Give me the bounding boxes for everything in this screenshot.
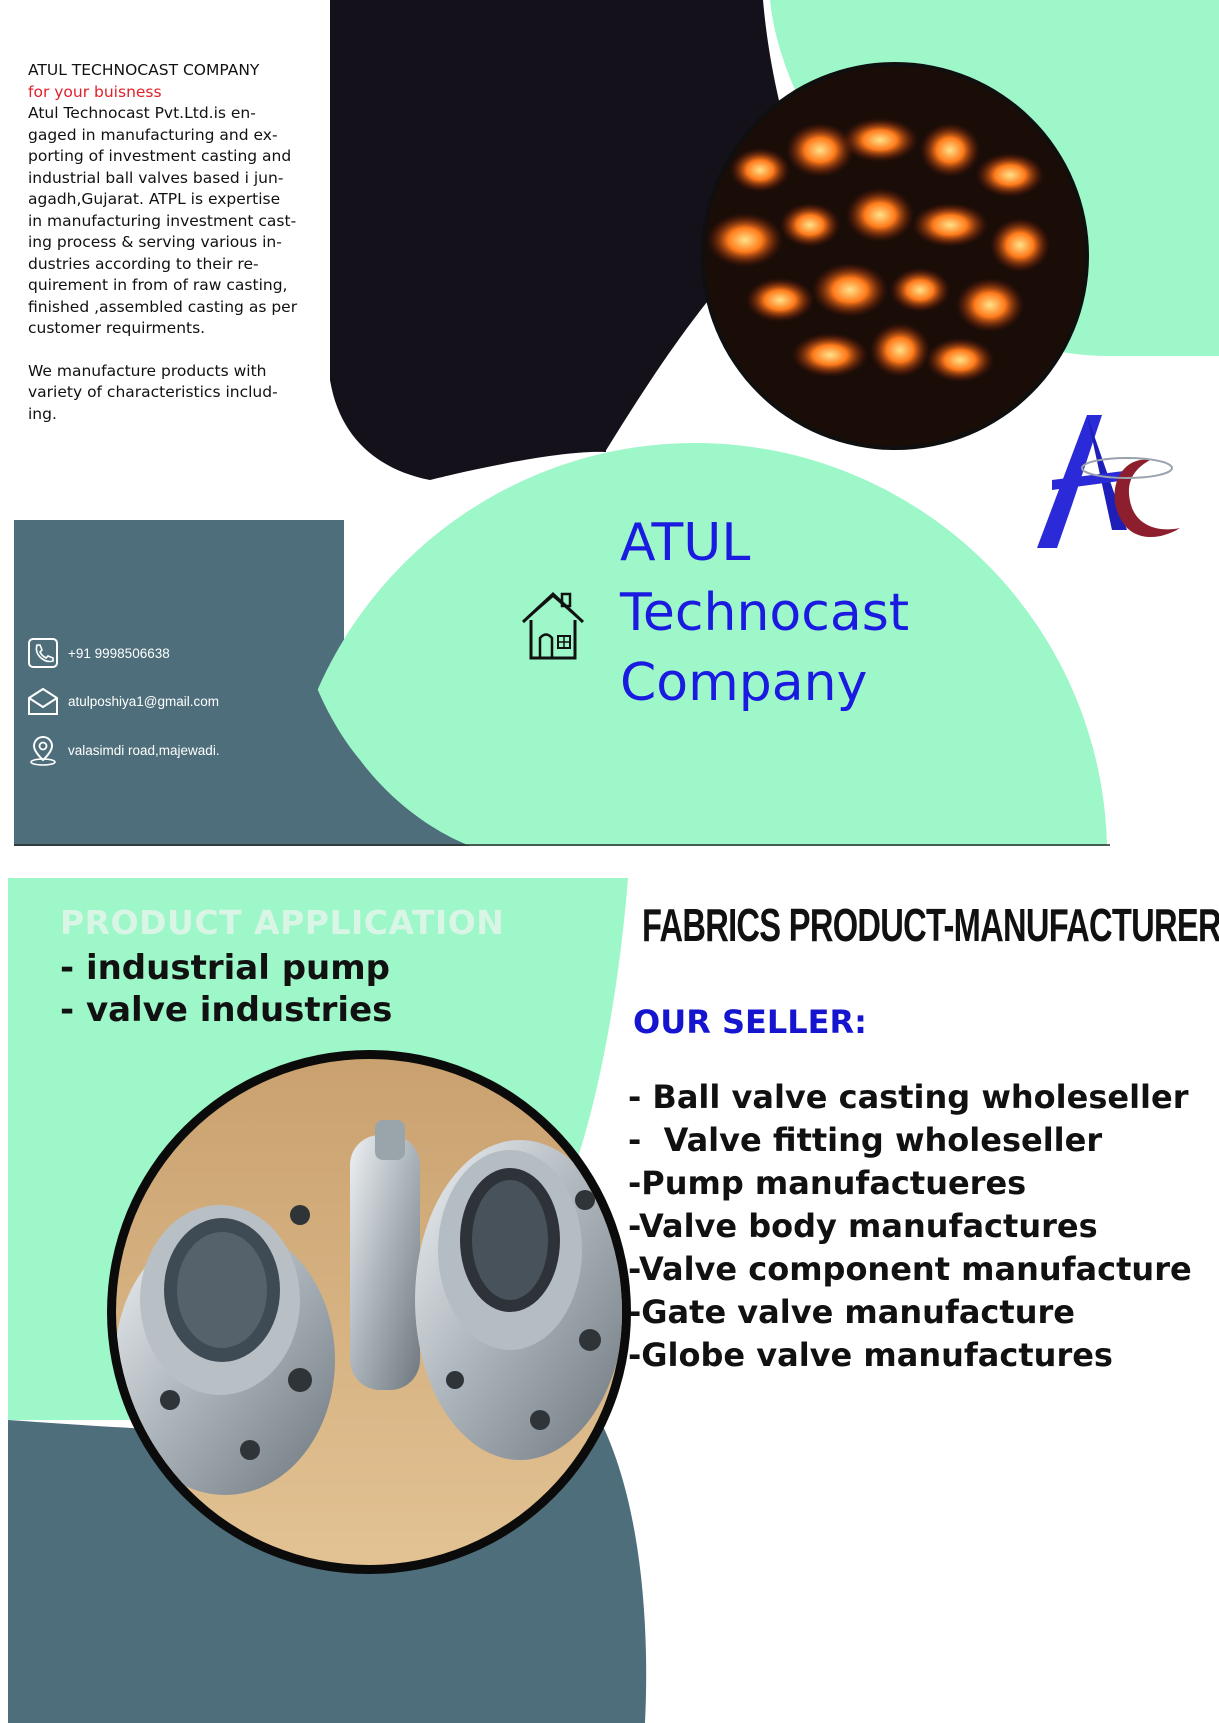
glowing-casting <box>920 123 980 177</box>
seller-item: -Valve component manufacture <box>628 1250 1192 1288</box>
glowing-casting <box>846 188 914 242</box>
glowing-casting <box>812 263 888 317</box>
intro-line: finished ,assembled casting as per <box>28 297 298 316</box>
castings-photo-shapes <box>707 118 1050 382</box>
intro-text: ATUL TECHNOCAST COMPANY for your buisnes… <box>28 60 328 425</box>
product-application-title: PRODUCT APPLICATION <box>60 903 505 942</box>
email-icon <box>28 687 58 715</box>
contact-phone-text: +91 9998506638 <box>68 645 170 661</box>
contact-phone[interactable]: +91 9998506638 <box>26 636 170 670</box>
glowing-casting <box>926 338 994 382</box>
glowing-casting <box>786 123 854 177</box>
hero-title-line-3: Company <box>620 653 868 713</box>
glowing-casting <box>707 213 783 267</box>
hero-title-line-2: Technocast <box>620 583 910 643</box>
contact-address[interactable]: valasimdi road,majewadi. <box>26 733 220 767</box>
intro-line: quirement in from of raw casting, <box>28 276 288 294</box>
products-line: variety of characteristics includ- <box>28 383 278 401</box>
seller-item: -Gate valve manufacture <box>628 1293 1075 1331</box>
intro-line: Atul Technocast Pvt.Ltd.is en- <box>28 104 256 122</box>
company-logo <box>1037 415 1180 548</box>
application-item: - industrial pump <box>60 948 391 988</box>
application-item: - valve industries <box>60 990 393 1030</box>
contact-email[interactable]: atulposhiya1@gmail.com <box>26 684 219 718</box>
hero-title: ATUL Technocast Company <box>620 508 909 718</box>
products-line: ing. <box>28 404 57 423</box>
intro-line: dustries according to their re- <box>28 254 259 273</box>
tagline: for your buisness <box>28 82 162 101</box>
seller-item: - Valve fitting wholeseller <box>628 1121 1103 1159</box>
products-line: We manufacture products with <box>28 361 267 380</box>
glowing-casting <box>870 323 930 377</box>
manufacturer-title: FABRICS PRODUCT-MANUFACTURER COMPANY <box>642 899 1219 951</box>
seller-item: -Valve body manufactures <box>628 1207 1098 1245</box>
glowing-casting <box>890 268 950 312</box>
company-heading: ATUL TECHNOCAST COMPANY <box>28 61 260 79</box>
hero-title-line-1: ATUL <box>620 513 751 573</box>
contact-email-text: atulposhiya1@gmail.com <box>68 693 220 709</box>
glowing-casting <box>746 278 814 322</box>
phone-icon <box>28 638 58 668</box>
intro-line: porting of investment casting and <box>28 147 292 165</box>
seller-item: -Pump manufactueres <box>628 1164 1027 1202</box>
glowing-casting <box>792 333 868 377</box>
seller-title: OUR SELLER: <box>633 1003 867 1041</box>
intro-paragraph: Atul Technocast Pvt.Ltd.is en-gaged in m… <box>28 103 328 340</box>
intro-line: agadh,Gujarat. ATPL is expertise <box>28 190 281 208</box>
glowing-casting <box>780 203 840 247</box>
glowing-casting <box>730 148 790 192</box>
glowing-casting <box>976 153 1044 197</box>
glowing-casting <box>956 278 1024 332</box>
glowing-casting <box>912 203 988 247</box>
location-pin-icon <box>30 735 56 766</box>
contact-address-text: valasimdi road,majewadi. <box>68 742 220 758</box>
intro-line: ing process & serving various in- <box>28 233 282 251</box>
home-icon <box>521 591 585 660</box>
products-paragraph: We manufacture products with variety of c… <box>28 361 328 426</box>
seller-item: -Globe valve manufactures <box>628 1336 1113 1374</box>
glowing-casting <box>990 218 1050 272</box>
intro-line: gaged in manufacturing and ex- <box>28 125 278 144</box>
seller-item: - Ball valve casting wholeseller <box>628 1078 1189 1116</box>
glowing-casting <box>842 118 918 162</box>
intro-line: customer requirments. <box>28 319 206 337</box>
intro-line: in manufacturing investment cast- <box>28 211 297 230</box>
intro-line: industrial ball valves based i jun- <box>28 168 284 187</box>
